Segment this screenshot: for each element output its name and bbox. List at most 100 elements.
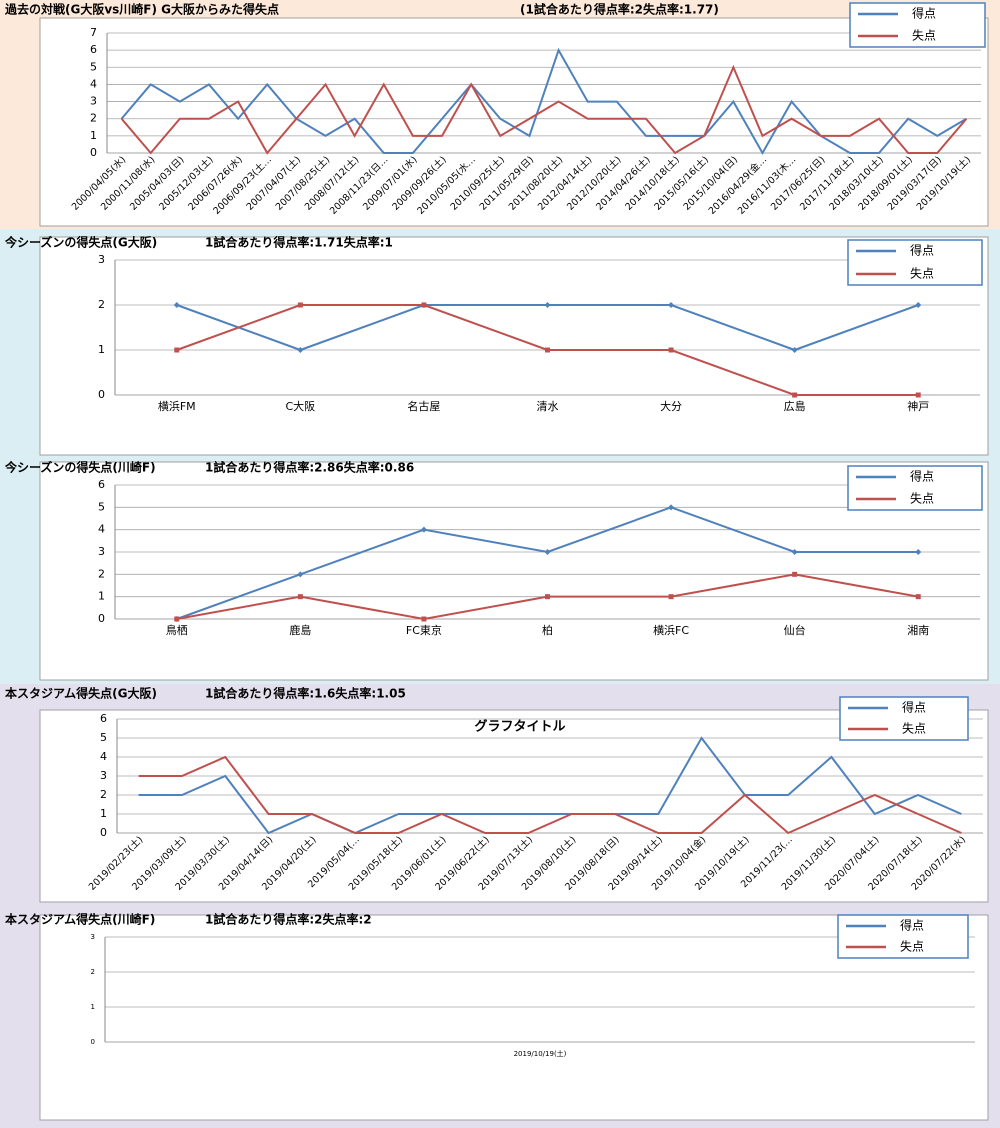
y-tick-label: 0: [91, 1038, 95, 1046]
y-tick-label: 5: [100, 731, 107, 744]
chart-box: [39, 236, 989, 456]
marker: [915, 549, 922, 555]
legend-box: [839, 696, 969, 741]
marker: [915, 302, 922, 308]
marker: [421, 616, 427, 622]
marker: [791, 347, 798, 353]
y-tick-label: 2: [98, 298, 105, 311]
y-tick-label: 2: [91, 968, 95, 976]
y-tick-label: 2: [90, 112, 97, 125]
section-title: 過去の対戦(G大阪vs川崎F) G大阪からみた得失点: [4, 2, 279, 17]
y-tick-label: 3: [98, 253, 105, 266]
marker: [915, 392, 921, 398]
marker: [173, 302, 180, 308]
y-tick-label: 4: [98, 523, 105, 536]
marker: [545, 594, 550, 600]
y-tick-label: 4: [90, 77, 97, 90]
marker: [421, 302, 427, 308]
legend-label: 失点: [902, 721, 926, 736]
series-line: [138, 736, 962, 835]
section-title: 今シーズンの得失点(川崎F): [4, 460, 156, 475]
series-line: [138, 755, 962, 835]
y-tick-label: 6: [90, 43, 97, 56]
legend-label: 得点: [900, 918, 924, 933]
x-tick-label: 湘南: [907, 623, 929, 637]
section-subtitle: 1試合あたり得点率:2失点率:2: [205, 912, 372, 927]
legend-box: [837, 914, 969, 959]
y-tick-label: 1: [98, 343, 105, 356]
marker: [668, 504, 675, 511]
y-tick-label: 0: [90, 146, 97, 159]
marker: [791, 549, 798, 555]
chart-box: [39, 709, 989, 903]
y-tick-label: 0: [100, 826, 107, 839]
section-title: 今シーズンの得失点(G大阪): [4, 235, 157, 250]
section-subtitle: 1試合あたり得点率:1.71失点率:1: [205, 235, 393, 250]
y-tick-label: 6: [98, 478, 105, 491]
marker: [297, 571, 304, 578]
y-tick-label: 3: [91, 933, 95, 941]
marker: [174, 616, 180, 622]
x-tick-label: FC東京: [406, 623, 442, 637]
marker: [792, 571, 798, 577]
chart-box: [39, 914, 989, 1121]
x-tick-label: 大分: [660, 399, 682, 413]
legend-label: 得点: [902, 700, 926, 715]
section-subtitle: (1試合あたり得点率:2失点率:1.77): [520, 2, 719, 17]
y-tick-label: 2: [100, 788, 107, 801]
y-tick-label: 1: [100, 807, 107, 820]
marker: [544, 549, 551, 555]
legend-box: [847, 465, 983, 511]
marker: [297, 594, 303, 600]
marker: [297, 347, 304, 353]
y-tick-label: 5: [90, 60, 97, 73]
chart-box: [39, 17, 989, 227]
y-tick-label: 6: [100, 712, 107, 725]
chart-box: [39, 461, 989, 681]
x-tick-label: 名古屋: [407, 399, 440, 413]
marker: [420, 526, 427, 533]
x-tick-label: 清水: [537, 400, 559, 413]
legend-label: 得点: [912, 6, 936, 21]
marker: [297, 302, 303, 308]
legend-label: 失点: [900, 939, 924, 954]
marker: [545, 347, 550, 353]
marker: [668, 347, 674, 353]
x-tick-label: 鹿島: [289, 623, 311, 637]
x-tick-label: 仙台: [784, 623, 806, 637]
section-title: 本スタジアム得失点(川崎F): [5, 912, 155, 927]
x-tick-label: 鳥栖: [166, 623, 188, 637]
legend-box: [847, 239, 983, 286]
chart-title: グラフタイトル: [474, 719, 565, 735]
series-line: [120, 47, 967, 156]
legend-label: 得点: [910, 469, 934, 484]
x-tick-label: 柏: [542, 623, 553, 637]
y-tick-label: 3: [100, 769, 107, 782]
y-tick-label: 3: [90, 95, 97, 108]
y-tick-label: 3: [98, 545, 105, 558]
marker: [668, 302, 675, 308]
x-tick-label: 横浜FC: [653, 623, 689, 637]
section-title: 本スタジアム得失点(G大阪): [5, 686, 157, 701]
y-tick-label: 2: [98, 567, 105, 580]
legend-label: 失点: [912, 28, 936, 43]
y-tick-label: 1: [91, 1003, 95, 1011]
y-tick-label: 1: [90, 129, 97, 142]
y-tick-label: 5: [98, 500, 105, 513]
legend-label: 失点: [910, 266, 934, 281]
legend-box: [849, 2, 986, 48]
section-subtitle: 1試合あたり得点率:1.6失点率:1.05: [205, 686, 406, 701]
y-tick-label: 4: [100, 750, 107, 763]
x-tick-label: 広島: [784, 399, 806, 413]
legend-label: 得点: [910, 243, 934, 258]
x-tick-label: 2019/10/19(土): [514, 1049, 567, 1058]
y-tick-label: 7: [90, 26, 97, 39]
marker: [174, 347, 180, 353]
section-subtitle: 1試合あたり得点率:2.86失点率:0.86: [205, 460, 414, 475]
x-tick-label: 神戸: [907, 399, 929, 413]
marker: [544, 302, 551, 308]
marker: [915, 594, 921, 600]
series-line: [120, 64, 968, 155]
x-tick-label: 横浜FM: [158, 399, 196, 413]
